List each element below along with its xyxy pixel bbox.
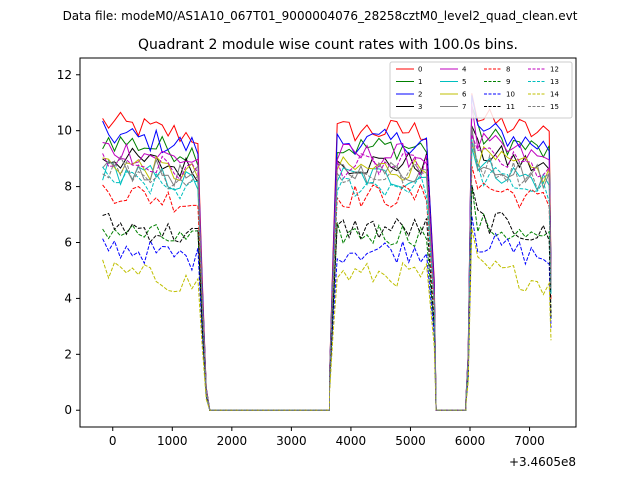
series-line-3 (102, 125, 552, 411)
y-tick-label-5: 10 (57, 124, 72, 138)
legend-label-3: 3 (418, 103, 422, 111)
y-tick-label-3: 6 (64, 236, 72, 250)
series-line-12 (102, 134, 552, 411)
series-group (102, 93, 552, 411)
series-line-14 (102, 228, 552, 411)
y-tick-label-0: 0 (64, 403, 72, 417)
series-line-8 (102, 165, 552, 411)
legend-label-1: 1 (418, 78, 422, 86)
legend-label-0: 0 (418, 66, 422, 74)
legend-label-12: 12 (550, 66, 559, 74)
y-tick-label-2: 4 (64, 291, 72, 305)
y-tick-label-1: 2 (64, 347, 72, 361)
legend-label-14: 14 (550, 91, 559, 99)
series-line-7 (102, 126, 552, 411)
legend-label-11: 11 (506, 103, 515, 111)
x-tick-label-1: 1000 (157, 434, 188, 448)
x-tick-label-7: 7000 (514, 434, 545, 448)
y-tick-label-4: 8 (64, 180, 72, 194)
legend-label-4: 4 (462, 66, 467, 74)
legend-label-15: 15 (550, 103, 559, 111)
legend-label-10: 10 (506, 91, 515, 99)
legend-label-7: 7 (462, 103, 466, 111)
x-offset-label: +3.4605e8 (509, 455, 576, 469)
series-line-9 (102, 184, 552, 411)
x-tick-label-2: 2000 (217, 434, 248, 448)
series-line-15 (102, 143, 552, 411)
legend-label-9: 9 (506, 78, 510, 86)
series-line-1 (102, 105, 552, 411)
legend-label-8: 8 (506, 66, 510, 74)
x-tick-label-0: 0 (109, 434, 117, 448)
legend-label-2: 2 (418, 91, 422, 99)
x-tick-label-4: 4000 (336, 434, 367, 448)
series-line-4 (102, 103, 552, 411)
series-line-11 (102, 185, 552, 411)
series-line-10 (102, 215, 552, 411)
series-line-2 (102, 95, 552, 411)
legend-label-5: 5 (462, 78, 466, 86)
suptitle: Data file: modeM0/AS1A10_067T01_90000040… (63, 9, 578, 23)
legend-box (389, 61, 573, 119)
x-tick-label-6: 6000 (455, 434, 486, 448)
x-tick-label-5: 5000 (395, 434, 426, 448)
x-tick-label-3: 3000 (276, 434, 307, 448)
legend-label-6: 6 (462, 91, 467, 99)
y-tick-label-6: 12 (57, 68, 72, 82)
legend-label-13: 13 (550, 78, 559, 86)
series-line-13 (102, 139, 552, 411)
series-line-0 (102, 93, 552, 411)
chart-title: Quadrant 2 module wise count rates with … (138, 37, 518, 53)
